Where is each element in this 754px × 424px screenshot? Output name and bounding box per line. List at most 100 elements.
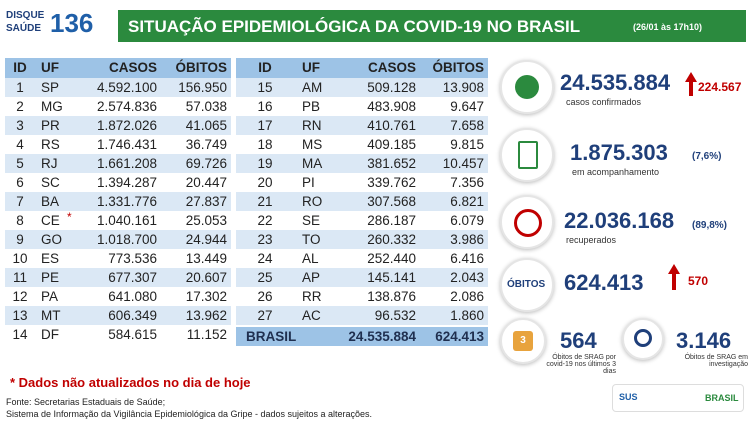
- cell: 286.187: [367, 213, 416, 228]
- cell: SP: [41, 80, 60, 95]
- cell: 1.661.208: [96, 156, 157, 171]
- cell: 773.536: [108, 251, 157, 266]
- row-band: [5, 97, 231, 116]
- cell: 1.040.161: [96, 213, 157, 228]
- cell: GO: [41, 232, 63, 247]
- cell: 252.440: [367, 251, 416, 266]
- monitoring-value: 1.875.303: [570, 140, 668, 165]
- cell: AL: [302, 251, 319, 266]
- cell: 641.080: [108, 289, 157, 304]
- cell: 677.307: [108, 270, 157, 285]
- cell: MG: [41, 99, 63, 114]
- recovered-icon: [500, 195, 554, 249]
- cell: 7.356: [450, 175, 484, 190]
- cell: AP: [302, 270, 321, 285]
- cell: RN: [302, 118, 322, 133]
- cell: 23: [257, 232, 273, 247]
- cell: 11: [12, 270, 27, 285]
- cell: 1: [16, 80, 24, 95]
- row-band: [236, 192, 488, 211]
- cell: 8: [16, 213, 24, 228]
- cell: 4: [16, 137, 24, 152]
- cell: 3.986: [450, 232, 484, 247]
- cell: RO: [302, 194, 323, 209]
- cell: 409.185: [367, 137, 416, 152]
- cell: 584.615: [108, 327, 157, 342]
- cell: PR: [41, 118, 60, 133]
- cell: 9.647: [450, 99, 484, 114]
- cell: 1.872.026: [96, 118, 157, 133]
- cell: 41.065: [185, 118, 227, 133]
- confirmed-increase: 224.567: [698, 80, 742, 94]
- cell: MA: [302, 156, 323, 171]
- row-band: [236, 230, 488, 249]
- row-band: [5, 306, 231, 325]
- cell: 16: [257, 99, 273, 114]
- cell: PE: [41, 270, 60, 285]
- row-band: [5, 154, 231, 173]
- cell: 21: [257, 194, 273, 209]
- cell: 6.079: [450, 213, 484, 228]
- column-header: ÓBITOS: [175, 60, 227, 75]
- cell: RR: [302, 289, 322, 304]
- cell: 260.332: [367, 232, 416, 247]
- cell: 13.908: [442, 80, 484, 95]
- cell: 13.962: [185, 308, 227, 323]
- logo: DISQUE SAÚDE 136: [6, 8, 110, 40]
- cell: 7.658: [450, 118, 484, 133]
- source-1: Fonte: Secretarias Estaduais de Saúde;: [6, 397, 166, 407]
- row-band: [236, 268, 488, 287]
- column-header: UF: [302, 60, 320, 75]
- cell: CE: [41, 213, 60, 228]
- timestamp: (26/01 às 17h10): [633, 22, 703, 32]
- row-band: [236, 116, 488, 135]
- cell: 6: [16, 175, 24, 190]
- cell: 57.038: [185, 99, 227, 114]
- confirmed-label: casos confirmados: [566, 97, 642, 107]
- row-band: [236, 173, 488, 192]
- cell: 20.447: [185, 175, 227, 190]
- cell: 15: [257, 80, 273, 95]
- arrow-up: [668, 264, 680, 274]
- footnote: * Dados não atualizados no dia de hoje: [10, 375, 251, 390]
- cell: MT: [41, 308, 61, 323]
- row-band: [236, 287, 488, 306]
- cell: 25: [257, 270, 273, 285]
- cell: 307.568: [367, 194, 416, 209]
- column-header: ID: [13, 60, 27, 75]
- cell: 27: [257, 308, 273, 323]
- row-band: [5, 287, 231, 306]
- total-cell: 624.413: [435, 329, 484, 344]
- cell: 1.018.700: [96, 232, 157, 247]
- cell: 381.652: [367, 156, 416, 171]
- logo-brasil: BRASIL: [705, 393, 739, 403]
- cell: 2.043: [450, 270, 484, 285]
- row-band: [5, 78, 231, 97]
- column-header: ID: [258, 60, 272, 75]
- cell: PA: [41, 289, 59, 304]
- deaths-label: ÓBITOS: [507, 279, 546, 290]
- clipboard-icon: [500, 128, 554, 182]
- monitoring-percent: (7,6%): [692, 151, 722, 162]
- cell: 1.331.776: [96, 194, 157, 209]
- header-row: [236, 58, 488, 78]
- cell: 17.302: [185, 289, 227, 304]
- cell: 12: [12, 289, 28, 304]
- logo-top: DISQUE: [6, 10, 45, 21]
- cell: 138.876: [367, 289, 416, 304]
- cell: 410.761: [367, 118, 416, 133]
- column-header: UF: [41, 60, 59, 75]
- cell: TO: [302, 232, 321, 247]
- row-band: [236, 78, 488, 97]
- srag-recent-value: 564: [560, 328, 597, 353]
- arrow-shaft: [672, 274, 676, 290]
- cell: 339.762: [367, 175, 416, 190]
- cell: 483.908: [367, 99, 416, 114]
- srag-recent-label: Óbitos de SRAG por covid-19 nos últimos …: [546, 354, 616, 375]
- cell: 156.950: [178, 80, 227, 95]
- row-band: [236, 306, 488, 325]
- cell: 25.053: [185, 213, 227, 228]
- title: SITUAÇÃO EPIDEMIOLÓGICA DA COVID-19 NO B…: [128, 17, 581, 36]
- srag-investigation-value: 3.146: [676, 328, 732, 353]
- row-band: [236, 97, 488, 116]
